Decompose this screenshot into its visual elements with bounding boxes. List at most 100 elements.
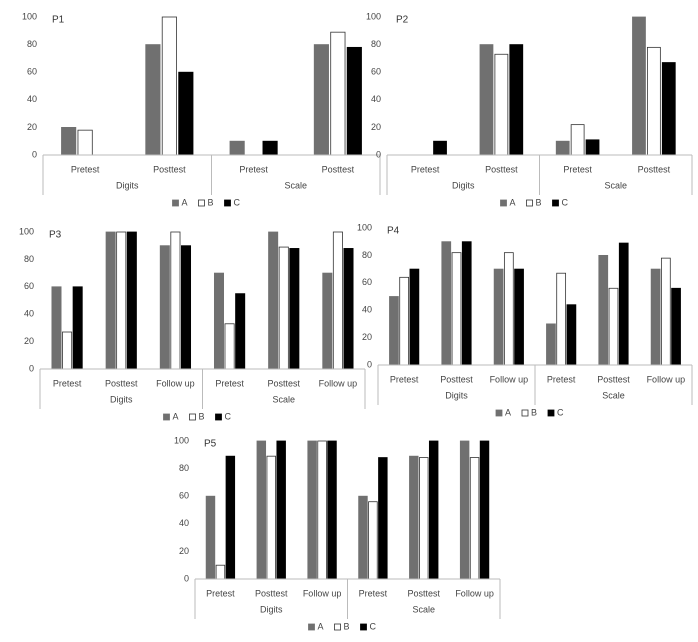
bar: [327, 440, 337, 580]
bar: [225, 455, 236, 580]
legend-label: B: [531, 407, 537, 417]
bar: [170, 231, 181, 370]
bar: [419, 457, 429, 580]
bar: [77, 129, 93, 156]
y-tick-label: 0: [184, 573, 189, 583]
legend-swatch: [172, 199, 179, 207]
bar: [332, 231, 343, 370]
x-tick-label: Pretest: [359, 588, 388, 598]
bar: [646, 46, 661, 156]
bar: [585, 139, 600, 156]
x-tick-label: Posttest: [255, 588, 288, 598]
legend-swatch: [308, 623, 315, 631]
bar: [215, 564, 226, 580]
y-tick-label: 40: [27, 94, 37, 104]
bar: [256, 440, 267, 580]
y-tick-label: 20: [362, 332, 372, 342]
x-tick-label: Posttest: [267, 378, 300, 388]
x-tick-label: Posttest: [322, 164, 355, 174]
group-label: Scale: [412, 604, 435, 614]
y-tick-label: 80: [179, 463, 189, 473]
y-tick-label: 20: [27, 122, 37, 132]
bar: [566, 304, 577, 366]
bar: [181, 245, 192, 370]
legend-swatch: [334, 623, 341, 631]
bar: [598, 254, 609, 366]
legend-swatch: [495, 409, 503, 417]
legend-label: B: [344, 621, 350, 631]
y-tick-label: 100: [366, 11, 381, 21]
y-tick-label: 0: [29, 363, 34, 373]
bar: [570, 124, 585, 156]
group-label: Digits: [260, 604, 283, 614]
legend-swatch: [163, 413, 170, 421]
bar: [479, 440, 490, 580]
legend-swatch: [198, 199, 205, 207]
legend-label: C: [557, 407, 564, 417]
y-tick-label: 100: [19, 226, 34, 236]
x-tick-label: Follow up: [156, 378, 195, 388]
legend-label: C: [562, 197, 569, 207]
y-tick-label: 40: [371, 94, 381, 104]
bar: [205, 495, 216, 580]
y-tick-label: 0: [32, 149, 37, 159]
bar: [62, 331, 73, 370]
legend-swatch: [547, 409, 555, 417]
bar: [503, 252, 514, 366]
bar: [661, 62, 676, 156]
y-tick-label: 80: [362, 250, 372, 260]
legend-label: C: [370, 621, 377, 631]
y-tick-label: 60: [179, 491, 189, 501]
y-tick-label: 80: [27, 39, 37, 49]
bar: [289, 248, 300, 370]
x-tick-label: Pretest: [53, 378, 82, 388]
bar: [229, 140, 245, 156]
bar: [378, 457, 388, 580]
bar: [368, 501, 378, 580]
x-tick-label: Pretest: [215, 378, 244, 388]
y-tick-label: 20: [24, 336, 34, 346]
bar: [51, 286, 62, 370]
legend-swatch: [552, 199, 559, 207]
bar: [313, 44, 329, 156]
chart-title: P3: [49, 230, 62, 241]
legend-swatch: [521, 409, 529, 417]
bar: [428, 440, 439, 580]
bar: [278, 246, 289, 370]
bar: [72, 286, 83, 370]
legend-label: A: [182, 197, 188, 207]
group-label: Scale: [272, 394, 295, 404]
bar: [660, 257, 671, 366]
group-label: Digits: [445, 390, 468, 400]
bar: [262, 140, 278, 156]
bar: [479, 44, 494, 156]
bar: [322, 272, 333, 370]
bar: [235, 293, 246, 370]
legend-swatch: [500, 199, 507, 207]
bar: [546, 323, 556, 366]
bar: [159, 245, 170, 370]
group-label: Scale: [604, 180, 627, 190]
bar: [493, 268, 504, 366]
bar: [224, 323, 235, 370]
x-tick-label: Follow up: [303, 588, 342, 598]
group-label: Digits: [452, 180, 475, 190]
bar: [330, 31, 346, 156]
bar: [494, 53, 509, 156]
legend-label: A: [173, 411, 179, 421]
x-tick-label: Posttest: [440, 374, 473, 384]
x-tick-label: Posttest: [105, 378, 138, 388]
bar: [213, 272, 224, 370]
bar: [441, 241, 452, 366]
y-tick-label: 100: [357, 222, 372, 232]
bar: [556, 272, 567, 366]
bar: [409, 268, 420, 366]
x-tick-label: Pretest: [239, 164, 268, 174]
y-tick-label: 40: [179, 518, 189, 528]
y-tick-label: 0: [367, 359, 372, 369]
bar: [399, 276, 410, 366]
bar: [632, 16, 646, 156]
x-tick-label: Pretest: [547, 374, 576, 384]
bar: [650, 268, 661, 366]
